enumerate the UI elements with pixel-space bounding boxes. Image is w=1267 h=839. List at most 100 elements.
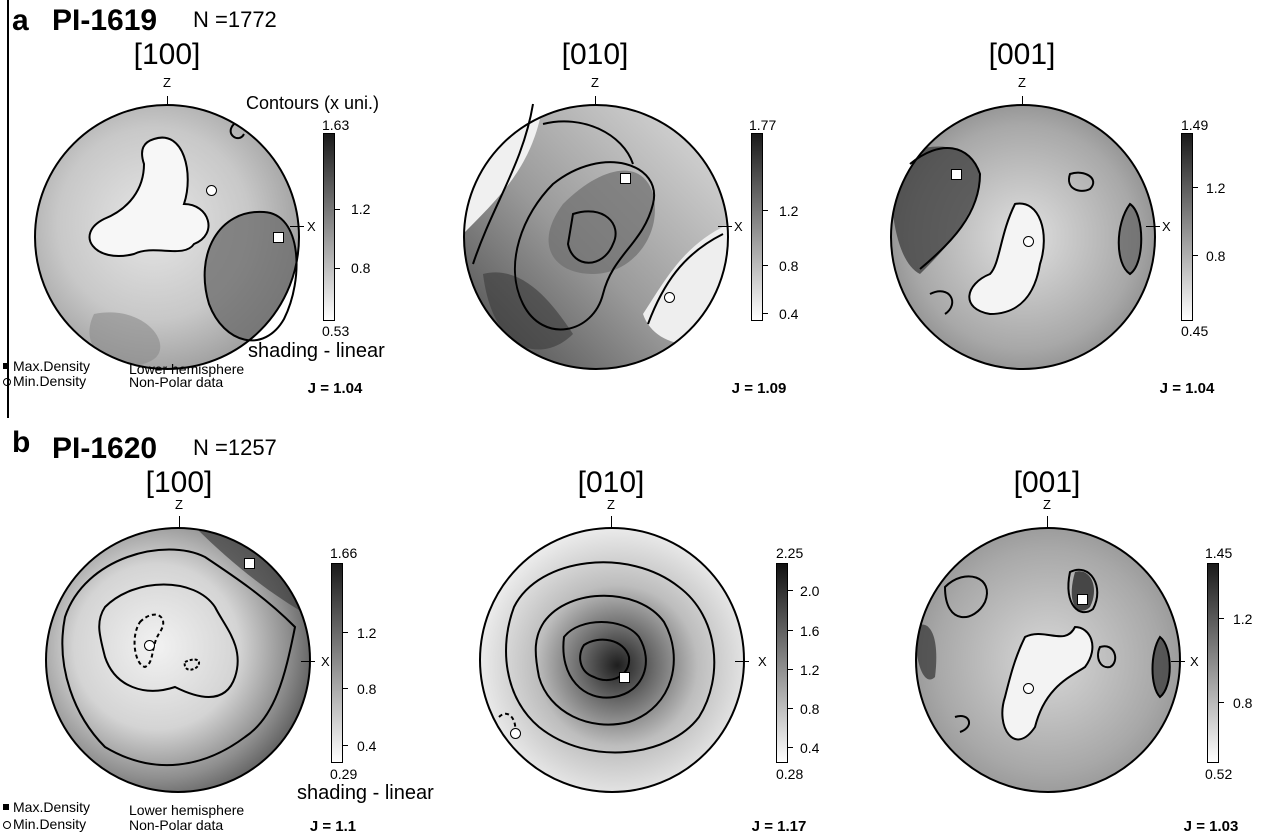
scale-tick <box>1193 187 1198 188</box>
x-axis-label: X <box>1162 219 1171 234</box>
legend-data-type: Non-Polar data <box>129 817 224 833</box>
x-axis-label: X <box>758 654 767 669</box>
x-axis-tick <box>290 226 304 227</box>
min-density-marker <box>510 728 521 739</box>
x-axis-tick <box>301 661 315 662</box>
scale-tick <box>788 669 793 670</box>
scale-tick-label: 0.8 <box>351 260 371 276</box>
sample-name: PI-1620 <box>52 432 158 465</box>
scale-max-label: 1.45 <box>1205 545 1233 561</box>
max-density-marker <box>951 169 962 180</box>
legend-max-label: Max.Density <box>13 358 91 374</box>
min-density-marker <box>206 185 217 196</box>
max-density-marker <box>620 173 631 184</box>
x-axis-tick <box>1146 226 1160 227</box>
max-density-marker <box>244 558 255 569</box>
z-axis-tick <box>1047 516 1048 530</box>
max-density-marker <box>273 232 284 243</box>
scale-tick-label: 0.4 <box>779 306 799 322</box>
grain-count: N =1257 <box>193 435 277 460</box>
x-axis-label: X <box>321 654 330 669</box>
z-axis-tick <box>179 516 180 530</box>
direction-label: [001] <box>988 38 1056 71</box>
scale-tick <box>763 313 768 314</box>
scale-min-label: 0.45 <box>1181 323 1209 339</box>
scale-tick <box>1219 702 1224 703</box>
scale-tick <box>343 688 348 689</box>
pole-figure <box>890 104 1156 370</box>
sample-name: PI-1619 <box>52 4 158 37</box>
z-axis-tick <box>1022 96 1023 110</box>
scale-tick <box>788 630 793 631</box>
min-density-marker <box>144 640 155 651</box>
density-scale-bar <box>776 563 788 763</box>
scale-max-label: 1.77 <box>749 117 777 133</box>
z-axis-tick <box>611 516 612 530</box>
x-axis-tick <box>718 226 732 227</box>
x-axis-label: X <box>1190 654 1199 669</box>
x-axis-label: X <box>734 219 743 234</box>
legend-min-label: Min.Density <box>13 373 87 389</box>
z-axis-label: Z <box>1043 497 1051 512</box>
pole-figure <box>34 104 300 370</box>
min-density-legend-icon <box>3 821 11 829</box>
z-axis-label: Z <box>591 75 599 90</box>
scale-min-label: 0.53 <box>322 323 350 339</box>
legend-hemisphere: Lower hemisphere <box>129 361 245 377</box>
direction-label: [010] <box>577 466 645 499</box>
direction-label: [010] <box>561 38 629 71</box>
scale-min-label: 0.29 <box>330 766 358 782</box>
scale-tick <box>788 747 793 748</box>
pole-figure <box>479 527 745 793</box>
z-axis-tick <box>167 96 168 110</box>
scale-tick-label: 2.0 <box>800 583 820 599</box>
scale-tick <box>335 209 340 210</box>
scale-tick-label: 0.8 <box>357 681 377 697</box>
density-scale-bar <box>751 133 763 321</box>
pole-figure <box>463 103 729 370</box>
direction-label: [001] <box>1013 466 1081 499</box>
shading-note: shading - linear <box>297 782 434 804</box>
grain-count: N =1772 <box>193 7 277 32</box>
legend-max-label: Max.Density <box>13 799 91 815</box>
scale-tick <box>763 265 768 266</box>
j-index: J = 1.17 <box>751 818 807 835</box>
panel-letter: b <box>12 426 31 459</box>
scale-tick-label: 1.2 <box>357 625 377 641</box>
j-index: J = 1.09 <box>731 380 787 397</box>
scale-tick-label: 0.8 <box>1233 695 1253 711</box>
scale-tick-label: 1.2 <box>351 201 371 217</box>
j-index: J = 1.04 <box>1159 380 1215 397</box>
panel-letter: a <box>12 4 29 37</box>
contours-title: Contours (x uni.) <box>246 93 380 113</box>
max-density-marker <box>619 672 630 683</box>
scale-min-label: 0.52 <box>1205 766 1233 782</box>
scale-tick-label: 1.2 <box>1233 611 1253 627</box>
j-index: J = 1.03 <box>1183 818 1239 835</box>
scale-tick-label: 1.6 <box>800 623 820 639</box>
scale-tick-label: 0.8 <box>1206 248 1226 264</box>
x-axis-tick <box>1171 661 1185 662</box>
scale-tick-label: 0.4 <box>357 738 377 754</box>
pole-figure <box>915 527 1181 793</box>
scale-max-label: 1.63 <box>322 117 350 133</box>
max-density-marker <box>1077 594 1088 605</box>
x-axis-tick <box>735 661 749 662</box>
direction-label: [100] <box>145 466 213 499</box>
scale-min-label: 0.28 <box>776 766 804 782</box>
shading-note: shading - linear <box>248 340 385 362</box>
legend-data-type: Non-Polar data <box>129 374 224 390</box>
max-density-legend-icon <box>3 363 9 369</box>
scale-tick-label: 0.8 <box>779 258 799 274</box>
x-axis-label: X <box>307 219 316 234</box>
density-scale-bar <box>331 563 343 763</box>
scale-max-label: 1.49 <box>1181 117 1209 133</box>
z-axis-label: Z <box>175 497 183 512</box>
scale-tick <box>1219 618 1224 619</box>
scale-tick <box>1193 255 1198 256</box>
scale-tick-label: 0.4 <box>800 740 820 756</box>
scale-tick <box>788 590 793 591</box>
min-density-marker <box>1023 236 1034 247</box>
min-density-marker <box>664 292 675 303</box>
density-scale-bar <box>1207 563 1219 763</box>
